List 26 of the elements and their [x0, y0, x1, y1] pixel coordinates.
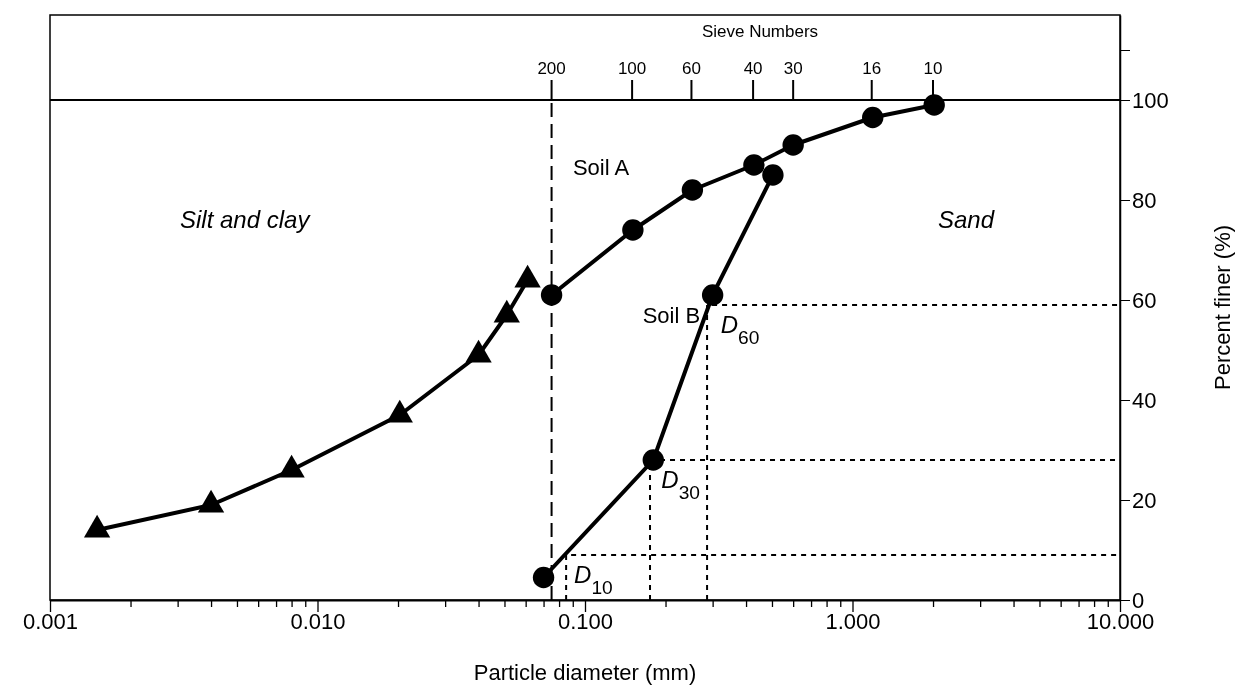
- y-tick-label: 20: [1132, 487, 1157, 513]
- x-tick-label: 0.010: [290, 609, 346, 635]
- series-label: Soil B: [642, 303, 701, 328]
- y-tick-label: 100: [1132, 87, 1169, 113]
- series-label: Soil A: [572, 155, 630, 180]
- annotation: Silt and clay: [180, 206, 312, 233]
- x-axis-title: Particle diameter (mm): [473, 660, 697, 685]
- annotation: Sieve Numbers: [701, 22, 819, 41]
- annotation: 100: [617, 59, 647, 78]
- annotation: D$_{10}$: [574, 561, 613, 598]
- annotation: 16: [862, 59, 882, 78]
- x-tick-label: 0.001: [22, 609, 79, 635]
- annotation: 200: [537, 59, 566, 78]
- annotation: Sand: [938, 206, 995, 233]
- x-tick-label: 1.000: [825, 609, 881, 635]
- annotation: D$_{30}$: [661, 466, 700, 503]
- annotation: 60: [681, 59, 701, 78]
- annotation: D$_{60}$: [720, 311, 760, 348]
- annotation: 40: [743, 59, 763, 78]
- annotation: 30: [783, 59, 803, 78]
- y-tick-label: 80: [1132, 187, 1157, 213]
- x-tick-label: 0.100: [557, 609, 614, 635]
- y-tick-label: 40: [1132, 387, 1157, 413]
- y-axis-title: Percent finer (%): [1210, 224, 1235, 391]
- annotation: 10: [923, 59, 943, 78]
- y-tick-label: 60: [1132, 287, 1157, 313]
